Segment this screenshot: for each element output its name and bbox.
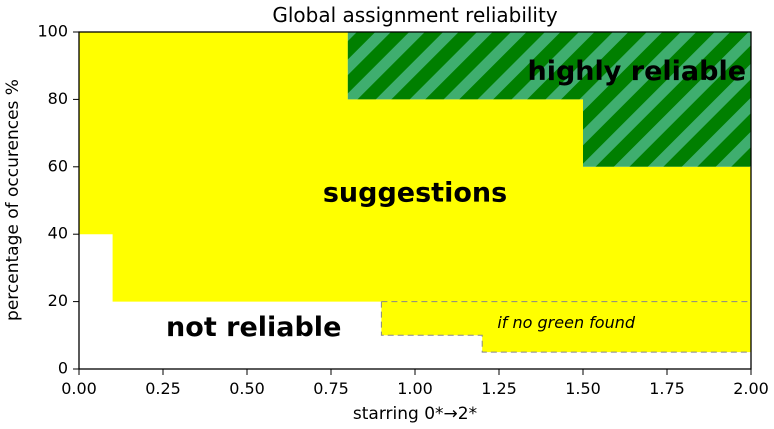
chart-title: Global assignment reliability [272, 3, 558, 27]
x-tick-label: 1.75 [649, 379, 685, 398]
region-label-not-reliable: not reliable [166, 312, 341, 343]
region-label-highly-reliable: highly reliable [527, 56, 746, 87]
y-tick-label: 0 [58, 359, 68, 378]
x-tick-label: 0.00 [61, 379, 97, 398]
y-tick-label: 60 [48, 156, 68, 175]
y-axis: 0 20 40 60 80 100 [37, 22, 79, 378]
region-highly-reliable [347, 32, 751, 167]
y-tick-label: 80 [48, 89, 68, 108]
x-tick-label: 0.25 [145, 379, 181, 398]
y-tick-label: 40 [48, 224, 68, 243]
y-axis-label: percentage of occurences % [3, 79, 23, 321]
region-label-suggestions: suggestions [323, 177, 507, 208]
x-tick-label: 0.50 [229, 379, 265, 398]
y-tick-label: 20 [48, 291, 68, 310]
x-tick-label: 2.00 [733, 379, 769, 398]
region-label-optional: if no green found [497, 313, 636, 332]
x-tick-label: 1.00 [397, 379, 433, 398]
x-axis: 0.00 0.25 0.50 0.75 1.00 1.25 1.50 1.75 2.00 [61, 369, 769, 398]
y-tick-label: 100 [37, 22, 68, 41]
region-optional [381, 301, 751, 353]
x-tick-label: 1.50 [565, 379, 601, 398]
x-tick-label: 0.75 [313, 379, 349, 398]
dashed-boundary-2 [380, 301, 751, 353]
x-tick-label: 1.25 [481, 379, 517, 398]
x-axis-label: starring 0*→2* [353, 404, 477, 424]
